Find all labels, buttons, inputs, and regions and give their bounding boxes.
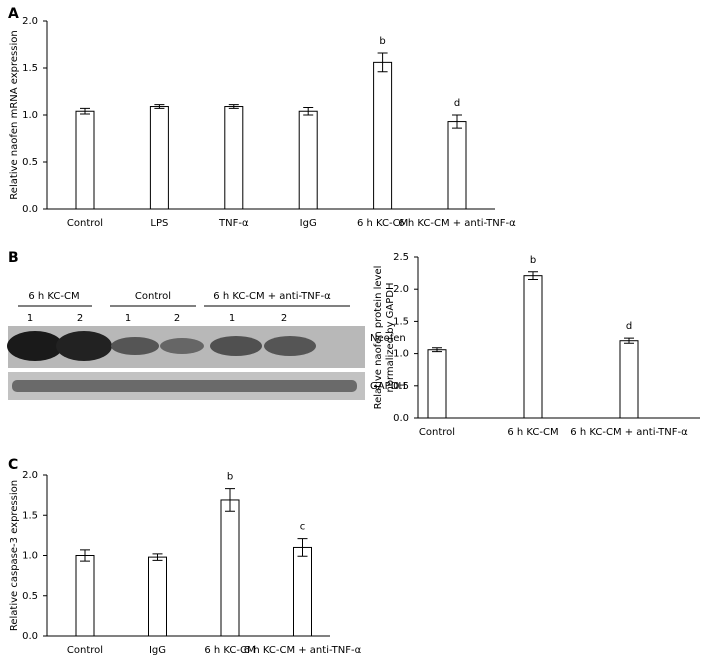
x-tick-label: 6 h KC-CM xyxy=(357,218,408,229)
error-bar xyxy=(452,114,462,129)
lane-number: 1 xyxy=(27,313,33,324)
panel-label: C xyxy=(8,457,18,473)
error-bar xyxy=(528,271,538,281)
annotation: d xyxy=(626,321,632,332)
y-tick-label: 0.0 xyxy=(393,413,409,424)
lane-number: 2 xyxy=(174,313,180,324)
bar xyxy=(298,110,318,210)
bar xyxy=(447,121,467,210)
x-tick-label: TNF-α xyxy=(218,218,249,229)
annotation: c xyxy=(300,522,306,533)
bar xyxy=(373,61,393,210)
annotation: d xyxy=(454,98,460,109)
band xyxy=(160,338,204,354)
x-tick-label: Control xyxy=(67,645,103,656)
bar xyxy=(427,349,447,419)
bar xyxy=(75,110,95,210)
error-bar xyxy=(377,52,388,73)
error-bar xyxy=(303,106,314,116)
band xyxy=(56,331,112,361)
y-tick-label: 0.5 xyxy=(22,157,38,168)
band-label: Neofen xyxy=(370,333,406,344)
error-bar xyxy=(624,337,634,344)
y-tick-label: 1.0 xyxy=(22,551,38,562)
error-bar xyxy=(432,347,442,353)
x-tick-label: 6 h KC-CM + anti-TNF-α xyxy=(570,427,688,438)
bar xyxy=(149,106,169,210)
error-bar xyxy=(80,549,90,562)
x-tick-label: 6 h KC-CM + anti-TNF-α xyxy=(244,645,362,656)
lane-number: 2 xyxy=(77,313,83,324)
annotation: b xyxy=(379,36,385,47)
band xyxy=(111,337,159,355)
error-bar xyxy=(297,538,308,557)
y-axis-title: normalized by GAPDH xyxy=(385,282,396,392)
y-tick-label: 1.5 xyxy=(22,63,38,74)
lane-number: 1 xyxy=(229,313,235,324)
x-tick-label: 6 h KC-CM xyxy=(507,427,558,438)
bar xyxy=(220,499,240,637)
bar xyxy=(148,556,167,637)
y-axis-title: Relative naofen mRNA expression xyxy=(9,30,20,199)
annotation: b xyxy=(227,472,233,483)
y-tick-label: 0.5 xyxy=(22,591,38,602)
error-bar xyxy=(152,553,163,561)
x-tick-label: IgG xyxy=(149,645,166,656)
error-bar xyxy=(80,107,90,115)
panel-label: A xyxy=(8,6,19,22)
lane-number: 1 xyxy=(125,313,131,324)
y-tick-label: 1.5 xyxy=(393,316,409,327)
lane-number: 2 xyxy=(281,313,287,324)
blot: 6 h KC-CM Control 6 h KC-CM + anti-TNF-α… xyxy=(7,291,406,400)
y-tick-label: 1.0 xyxy=(393,349,409,360)
x-tick-label: 6 h KC-CM xyxy=(204,645,255,656)
error-bar xyxy=(154,104,165,109)
y-axis-title: Relative naofen protein level xyxy=(373,266,384,410)
x-tick-label: Control xyxy=(67,218,103,229)
y-tick-label: 1.5 xyxy=(22,510,38,521)
y-axis-title: Relative caspase-3 expression xyxy=(9,480,20,631)
band xyxy=(210,336,262,356)
x-tick-label: IgG xyxy=(300,218,317,229)
bar xyxy=(224,106,244,210)
band-label: GAPDH xyxy=(370,381,406,392)
x-tick-label: 6 h KC-CM + anti-TNF-α xyxy=(398,218,516,229)
y-tick-label: 2.0 xyxy=(22,470,38,481)
bar xyxy=(619,340,639,419)
bar xyxy=(523,275,543,419)
blot-group: 6 h KC-CM + anti-TNF-α xyxy=(213,291,331,302)
y-tick-label: 0.0 xyxy=(22,631,38,642)
y-tick-label: 0.5 xyxy=(393,381,409,392)
annotation: b xyxy=(530,255,536,266)
blot-group: 6 h KC-CM xyxy=(28,291,79,302)
band xyxy=(12,380,357,392)
bar xyxy=(75,555,95,637)
error-bar xyxy=(225,488,235,512)
x-tick-label: LPS xyxy=(150,218,168,229)
panel-label: B xyxy=(8,250,19,266)
y-tick-label: 2.0 xyxy=(22,16,38,27)
y-tick-label: 1.0 xyxy=(22,110,38,121)
bar xyxy=(293,546,312,637)
band xyxy=(7,331,63,361)
y-tick-label: 0.0 xyxy=(22,204,38,215)
blot-group: Control xyxy=(135,291,171,302)
y-tick-label: 2.0 xyxy=(393,284,409,295)
band xyxy=(264,336,316,356)
y-tick-label: 2.5 xyxy=(393,252,409,263)
error-bar xyxy=(228,104,239,109)
x-tick-label: Control xyxy=(419,427,455,438)
